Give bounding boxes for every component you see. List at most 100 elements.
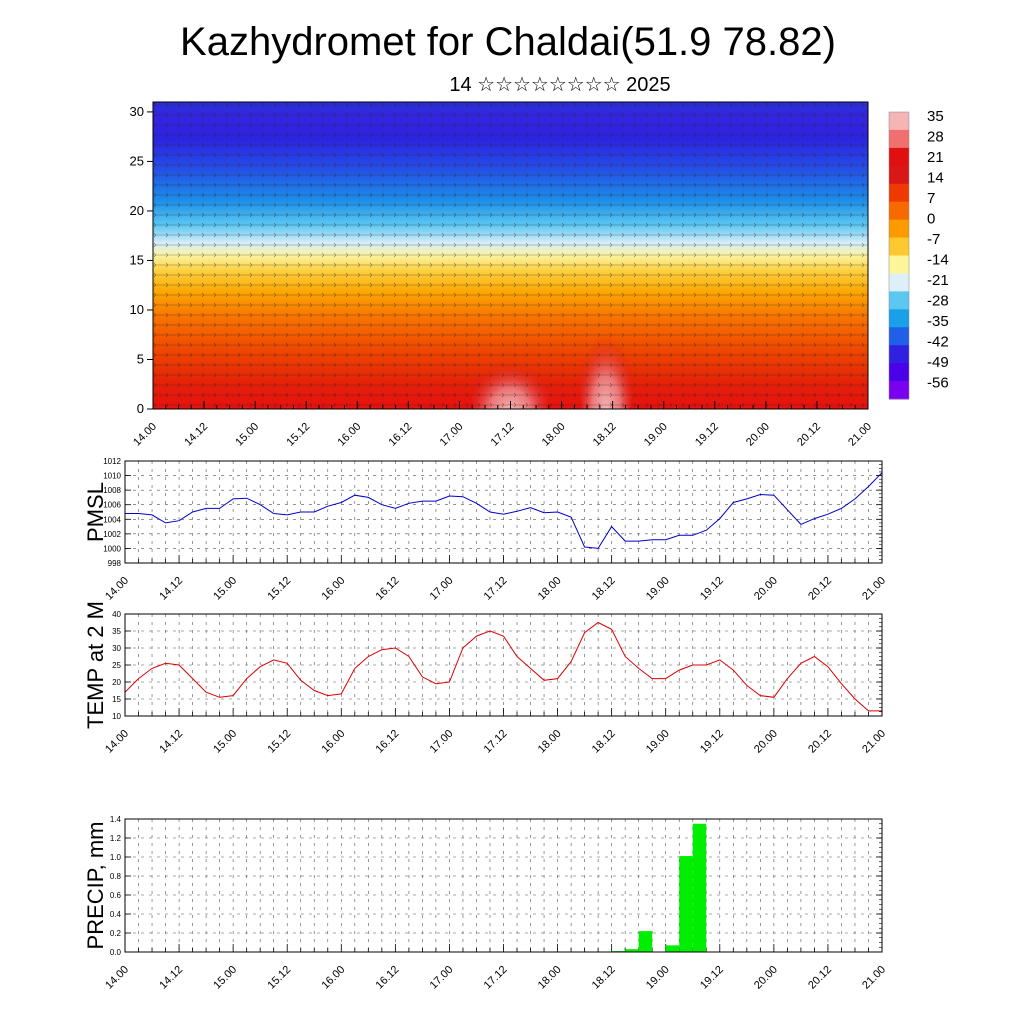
colorbar-label: -56: [927, 375, 949, 392]
heatmap-y-axis: 0 5 10 15 20 25 30: [130, 104, 153, 416]
colorbar-swatch: [889, 237, 909, 256]
colorbar-label: -49: [927, 354, 949, 371]
x-tick-label: 20.12: [806, 575, 834, 603]
colorbar-swatch: [889, 363, 909, 382]
y-axis-title: PMSL: [83, 482, 108, 542]
heatmap-x-tick-label: 15.12: [284, 421, 312, 449]
x-tick-label: 16.00: [319, 964, 347, 992]
colorbar-label: -21: [927, 272, 949, 289]
x-tick-label: 15.00: [211, 575, 239, 603]
heatmap-x-tick-label: 20.12: [795, 421, 823, 449]
y-tick-label: 1.2: [110, 834, 122, 843]
heatmap-x-tick-label: 17.12: [489, 421, 517, 449]
colorbar-swatch: [889, 273, 909, 292]
x-tick-label: 16.12: [374, 964, 402, 992]
colorbar-swatch: [889, 219, 909, 239]
y-tick-label: 30: [112, 644, 121, 653]
y-tick-label: 25: [112, 661, 121, 670]
precip-bar: [692, 823, 707, 952]
y-tick-label: 1000: [103, 544, 121, 553]
colorbar-swatch: [889, 183, 909, 203]
panel-frame: [124, 818, 883, 953]
x-tick-label: 14.12: [157, 964, 185, 992]
x-tick-label: 16.00: [319, 575, 347, 603]
heatmap-x-tick-label: 18.12: [591, 421, 619, 449]
x-tick-label: 19.12: [698, 964, 726, 992]
heatmap-y-tick-label: 10: [130, 302, 144, 317]
colorbar-swatch: [889, 112, 909, 131]
panel-frame: [124, 460, 883, 564]
y-tick-label: 0.6: [110, 891, 122, 900]
precip-panel: 0.0 0.2 0.4 0.6 0.8 1.0 1.2 1.4 14.00 14.12 15.00 1…: [83, 815, 888, 992]
x-tick-label: 17.00: [428, 575, 456, 603]
y-tick-label: 20: [112, 678, 121, 687]
x-tick-label: 15.00: [211, 964, 239, 992]
colorbar-label: 35: [927, 108, 944, 125]
x-tick-label: 20.00: [752, 728, 780, 756]
x-tick-label: 18.12: [590, 575, 618, 603]
heatmap-y-tick-label: 0: [137, 401, 144, 416]
page-title: Kazhydromet for Chaldai(51.9 78.82): [180, 20, 836, 64]
y-tick-label: 0.4: [110, 910, 122, 919]
heatmap-x-tick-label: 16.00: [335, 421, 363, 449]
y-tick-label: 15: [112, 695, 121, 704]
y-tick-label: 1010: [103, 472, 121, 481]
x-tick-label: 21.00: [860, 964, 888, 992]
colorbar-label: 21: [927, 149, 944, 166]
heatmap-x-tick-label: 14.00: [131, 421, 159, 449]
y-tick-label: 1008: [103, 486, 121, 495]
heatmap-x-tick-label: 19.00: [642, 421, 670, 449]
x-tick-label: 17.00: [428, 964, 456, 992]
x-tick-label: 19.12: [698, 728, 726, 756]
colorbar-swatch: [889, 147, 909, 167]
colorbar-label: 28: [927, 129, 944, 146]
x-tick-label: 16.00: [319, 728, 347, 756]
x-tick-label: 19.00: [644, 964, 672, 992]
pmsl-panel: 998 1000 1002 1004 1006 1008 1010 1012 14.00 14.1…: [83, 457, 888, 603]
series-line: [125, 472, 883, 549]
y-tick-label: 1006: [103, 501, 121, 510]
y-tick-label: 1012: [103, 457, 121, 466]
y-tick-label: 1.4: [110, 815, 122, 824]
heatmap-x-tick-label: 18.00: [540, 421, 568, 449]
x-tick-label: 15.12: [265, 575, 293, 603]
x-tick-label: 14.12: [157, 575, 185, 603]
heatmap-y-tick-label: 5: [137, 351, 144, 366]
x-tick-label: 19.00: [644, 728, 672, 756]
colorbar-swatch: [889, 309, 909, 328]
x-tick-label: 14.00: [103, 964, 131, 992]
y-tick-label: 0.2: [110, 929, 122, 938]
x-tick-label: 18.00: [536, 728, 564, 756]
heatmap-panel: 0 5 10 15 20 25 30 14.00 14.12 15.00 15.12 16.00 16…: [130, 101, 874, 449]
colorbar-label: -7: [927, 231, 940, 248]
x-tick-label: 15.12: [265, 728, 293, 756]
x-tick-label: 18.00: [536, 575, 564, 603]
y-tick-label: 40: [112, 610, 121, 619]
x-tick-label: 14.12: [157, 728, 185, 756]
colorbar-frame: [888, 111, 910, 400]
x-tick-label: 17.12: [482, 964, 510, 992]
y-tick-label: 0.0: [110, 948, 122, 957]
x-tick-label: 15.12: [265, 964, 293, 992]
y-tick-label: 1002: [103, 530, 121, 539]
colorbar-label: -35: [927, 313, 949, 330]
x-tick-label: 18.12: [590, 728, 618, 756]
x-tick-label: 17.00: [428, 728, 456, 756]
colorbar-label: -14: [927, 252, 949, 269]
x-tick-label: 18.12: [590, 964, 618, 992]
precip-bar: [638, 931, 653, 952]
colorbar-label: 14: [927, 170, 944, 187]
x-tick-label: 19.00: [644, 575, 672, 603]
y-tick-label: 10: [112, 712, 121, 721]
colorbar-swatch: [889, 165, 909, 185]
heatmap-y-tick-label: 30: [130, 104, 144, 119]
precip-bar: [665, 945, 680, 952]
x-tick-label: 20.00: [752, 575, 780, 603]
heatmap-x-tick-label: 20.00: [744, 421, 772, 449]
x-tick-label: 19.12: [698, 575, 726, 603]
colorbar-label: 7: [927, 190, 935, 207]
x-tick-label: 17.12: [482, 575, 510, 603]
x-tick-label: 17.12: [482, 728, 510, 756]
colorbar-label: -28: [927, 293, 949, 310]
